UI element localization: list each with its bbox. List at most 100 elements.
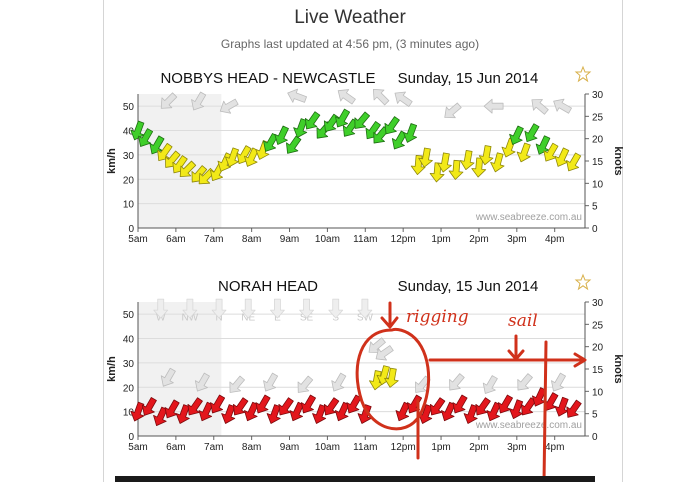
y2-tick-label: 5: [592, 410, 598, 421]
chart-norah-head: NORAH HEAD Sunday, 15 Jun 201401020304050…: [106, 273, 624, 453]
wind-arrow-icon: [198, 401, 214, 422]
direction-arrow-icon: [182, 298, 198, 319]
y2-tick-label: 0: [592, 432, 598, 443]
x-tick-label: 1pm: [431, 234, 450, 245]
wind-arrow-icon: [175, 404, 190, 424]
y2-tick-label: 10: [592, 179, 604, 190]
x-tick-label: 9am: [280, 234, 299, 245]
gust-arrow-icon: [482, 375, 498, 394]
y-tick-label: 40: [123, 335, 135, 346]
watermark: www.seabreeze.com.au: [475, 212, 582, 223]
gust-arrow-icon: [219, 98, 239, 114]
direction-arrow-icon: [299, 298, 314, 319]
gust-arrow-icon: [415, 375, 431, 393]
wind-arrow-icon: [391, 130, 407, 150]
favourite-star-icon[interactable]: [574, 65, 592, 83]
y2-axis-label: knots: [612, 146, 624, 175]
gust-arrow-icon: [553, 98, 572, 114]
wind-arrow-icon: [342, 118, 359, 137]
wind-arrow-icon: [274, 125, 289, 145]
panel-left-border: [103, 0, 104, 482]
wind-arrow-icon: [266, 404, 281, 424]
wind-arrow-icon: [232, 397, 249, 416]
last-updated-text: Graphs last updated at 4:56 pm, (3 minut…: [220, 37, 480, 51]
wind-arrow-icon: [566, 152, 582, 172]
y2-tick-label: 5: [592, 202, 598, 213]
x-tick-label: 6am: [166, 442, 185, 453]
wind-arrow-icon: [463, 404, 478, 424]
gust-arrow-icon: [160, 367, 176, 387]
gust-arrow-icon: [229, 375, 245, 393]
gust-arrow-icon: [394, 91, 413, 107]
y2-tick-label: 30: [592, 90, 604, 101]
wind-arrow-icon: [323, 113, 340, 132]
wind-arrow-icon: [509, 399, 524, 419]
x-tick-label: 4pm: [545, 442, 564, 453]
wind-arrow-icon: [535, 135, 551, 155]
wind-arrow-icon: [130, 120, 145, 141]
chart-date: Sunday, 15 Jun 2014: [398, 70, 539, 87]
gust-arrow-icon: [531, 99, 549, 115]
wind-arrow-icon: [255, 394, 271, 414]
x-tick-label: 7am: [204, 234, 223, 245]
wind-arrow-icon: [520, 397, 537, 416]
y-axis-label: km/h: [106, 148, 118, 174]
wind-arrow-icon: [531, 387, 547, 407]
wind-arrow-icon: [335, 108, 351, 128]
direction-arrow-icon: [270, 298, 285, 319]
y-tick-label: 50: [123, 102, 135, 113]
annotation-horizontal-arrow: [428, 352, 587, 368]
wind-arrow-icon: [478, 145, 494, 166]
wind-arrow-icon: [286, 135, 302, 154]
wind-arrow-icon: [293, 118, 308, 138]
x-tick-label: 2pm: [469, 234, 488, 245]
wind-arrow-icon: [334, 401, 350, 422]
y2-tick-label: 15: [592, 157, 604, 168]
wind-arrow-icon: [509, 125, 524, 145]
wind-arrow-icon: [157, 142, 173, 162]
y2-axis-label: knots: [612, 354, 624, 383]
wind-arrow-icon: [244, 401, 259, 422]
gust-arrow-icon: [375, 345, 394, 361]
wind-arrow-icon: [437, 152, 452, 173]
y-tick-label: 30: [123, 151, 135, 162]
wind-arrow-icon: [244, 147, 259, 167]
wind-arrow-icon: [403, 123, 418, 143]
wind-arrow-icon: [373, 126, 389, 144]
x-tick-label: 6am: [166, 234, 185, 245]
page-title: Live Weather: [294, 7, 406, 28]
favourite-star-icon[interactable]: [574, 273, 592, 291]
wind-arrow-icon: [278, 397, 294, 416]
chart-title: NORAH HEAD: [218, 278, 318, 295]
y-tick-label: 50: [123, 310, 135, 321]
bottom-image-strip: [115, 476, 595, 482]
y-tick-label: 20: [123, 175, 135, 186]
direction-arrow-icon: [240, 298, 256, 319]
gust-arrow-icon: [517, 373, 533, 391]
wind-arrow-icon: [187, 397, 203, 416]
x-tick-label: 4pm: [545, 234, 564, 245]
wind-arrow-icon: [301, 394, 316, 414]
x-tick-label: 1pm: [431, 442, 450, 453]
gust-arrow-icon: [337, 89, 356, 105]
y-axis-label: km/h: [106, 356, 118, 382]
y2-tick-label: 20: [592, 343, 604, 354]
x-tick-label: 12pm: [391, 234, 416, 245]
annotation-vertical-line-right: [542, 340, 548, 482]
gust-arrow-icon: [297, 375, 314, 393]
y-tick-label: 10: [123, 408, 135, 419]
wind-arrow-icon: [130, 401, 145, 422]
wind-arrow-icon: [448, 159, 464, 180]
gust-arrow-icon: [551, 372, 566, 392]
y-tick-label: 0: [128, 224, 134, 235]
x-tick-label: 12pm: [391, 442, 416, 453]
x-tick-label: 7am: [204, 442, 223, 453]
chart-nobbys-head: NOBBYS HEAD - NEWCASTLE Sunday, 15 Jun 20…: [106, 65, 624, 245]
wind-arrow-icon: [369, 370, 384, 391]
wind-arrow-icon: [418, 147, 433, 168]
x-tick-label: 10am: [315, 442, 340, 453]
wind-arrow-icon: [141, 397, 157, 416]
gust-arrow-icon: [372, 88, 390, 106]
y2-tick-label: 30: [592, 298, 604, 309]
